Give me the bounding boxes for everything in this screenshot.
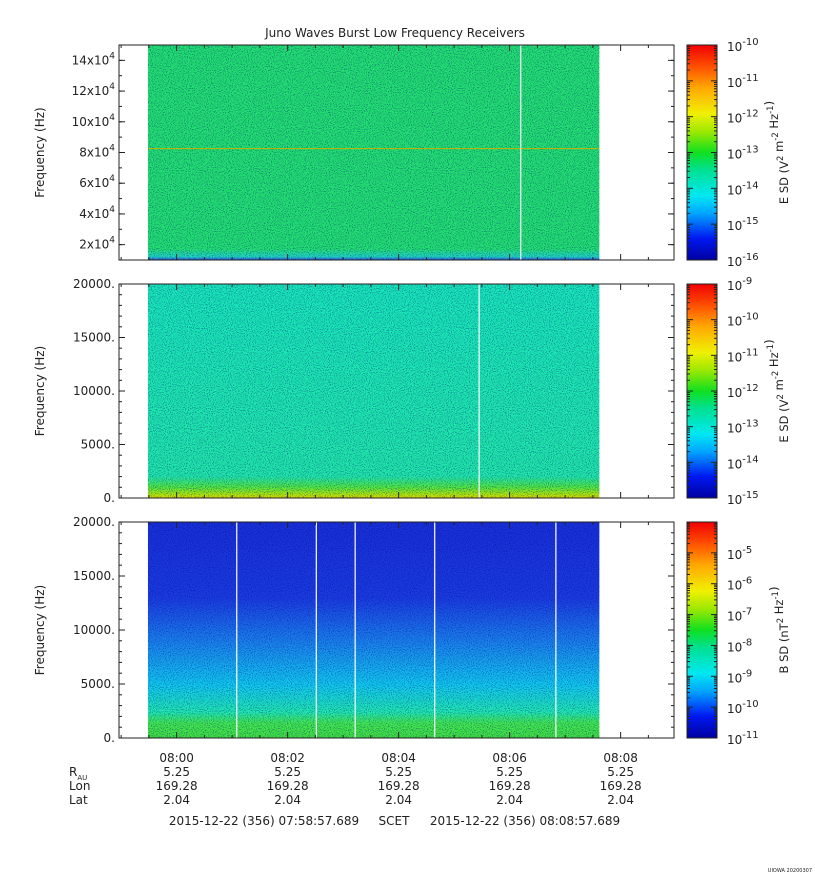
colorbar-tick-label: 10-15 [727, 216, 759, 233]
y-tick-label: 10000. [73, 623, 115, 637]
y-tick-label: 4x104 [79, 205, 115, 221]
spectrogram-speckle-1 [147, 45, 600, 260]
time-tick-label: 08:00 [159, 751, 194, 765]
y-tick-label: 5000. [81, 438, 115, 452]
ephemeris-value: 5.25 [385, 765, 412, 779]
colorbar-tick-label: 10-6 [727, 576, 752, 593]
colorbar-tick-label: 10-15 [727, 490, 759, 507]
ephemeris-value: 2.04 [607, 793, 634, 807]
y-tick-label: 10x104 [72, 113, 116, 129]
y-tick-label: 0. [104, 731, 115, 745]
y-tick-label: 8x104 [79, 144, 115, 160]
ephemeris-value: 169.28 [156, 779, 198, 793]
y-axis-label: Frequency (Hz) [33, 107, 47, 198]
colorbar-tick-label: 10-14 [727, 454, 759, 471]
colorbar-tick-label: 10-13 [727, 145, 759, 162]
colorbar-tick-label: 10-11 [727, 347, 759, 364]
colorbar-frame [686, 521, 718, 739]
y-axis-label: Frequency (Hz) [33, 585, 47, 676]
ephemeris-value: 2.04 [163, 793, 190, 807]
time-axis: 08:005.25169.282.0408:025.25169.282.0408… [69, 751, 642, 807]
ephemeris-value: 5.25 [496, 765, 523, 779]
colorbar-tick-label: 10-11 [727, 730, 759, 747]
y-tick-label: 15000. [73, 569, 115, 583]
ephemeris-value: 2.04 [496, 793, 523, 807]
ephemeris-label: Lon [69, 779, 90, 793]
colorbar-3 [687, 522, 717, 738]
chart-title: Juno Waves Burst Low Frequency Receivers [264, 26, 525, 40]
colorbar-tick-label: 10-10 [727, 312, 759, 329]
colorbar-tick-label: 10-5 [727, 545, 752, 562]
colorbar-label: E SD (V2 m-2 Hz-1) [762, 339, 791, 442]
spectrogram-panel-3: 0. 5000. 10000. 15000. 20000. Frequency (Hz) 1… [33, 515, 791, 747]
ephemeris-value: 169.28 [378, 779, 420, 793]
y-tick-label: 5000. [81, 677, 115, 691]
ephemeris-value: 5.25 [163, 765, 190, 779]
y-tick-label: 10000. [73, 384, 115, 398]
spectrogram-speckle-3 [147, 522, 600, 738]
ephemeris-value: 2.04 [385, 793, 412, 807]
footer-stamp: UIOWA 20200307 [767, 868, 812, 874]
time-tick-label: 08:06 [492, 751, 527, 765]
y-tick-label: 20000. [73, 277, 115, 291]
time-range-scet: SCET [379, 814, 411, 828]
y-tick-label: 2x104 [79, 236, 115, 252]
colorbar-tick-label: 10-10 [727, 699, 759, 716]
ephemeris-value: 169.28 [600, 779, 642, 793]
ephemeris-value: 169.28 [489, 779, 531, 793]
y-tick-label: 20000. [73, 515, 115, 529]
y-tick-label: 12x104 [72, 82, 116, 98]
colorbar-tick-label: 10-8 [727, 637, 752, 654]
colorbar-tick-label: 10-9 [727, 276, 752, 293]
colorbar-tick-label: 10-12 [727, 383, 759, 400]
time-tick-label: 08:04 [381, 751, 416, 765]
time-tick-label: 08:08 [603, 751, 638, 765]
colorbar-tick-label: 10-9 [727, 668, 752, 685]
colorbar-tick-label: 10-16 [727, 252, 759, 269]
colorbar-tick-label: 10-10 [727, 37, 759, 54]
colorbar-tick-label: 10-7 [727, 607, 752, 624]
y-axis-label: Frequency (Hz) [33, 346, 47, 437]
panels: 2x104 4x104 6x104 8x104 10x104 12x104 14x104 Fr… [33, 37, 791, 747]
y-tick-label: 14x104 [72, 51, 116, 67]
ephemeris-value: 2.04 [274, 793, 301, 807]
time-tick-label: 08:02 [270, 751, 305, 765]
ephemeris-label: Lat [69, 793, 88, 807]
colorbar-label: E SD (V2 m-2 Hz-1) [762, 101, 791, 204]
colorbar-tick-label: 10-14 [727, 180, 759, 197]
y-tick-label: 0. [104, 491, 115, 505]
colorbar-tick-label: 10-12 [727, 109, 759, 126]
colorbar-tick-label: 10-11 [727, 73, 759, 90]
colorbar-label: B SD (nT2 Hz-1) [767, 587, 791, 674]
time-range-end: 2015-12-22 (356) 08:08:57.689 [430, 814, 620, 828]
ephemeris-label: RAU [69, 765, 87, 782]
ephemeris-value: 5.25 [274, 765, 301, 779]
y-tick-label: 15000. [73, 331, 115, 345]
colorbar-tick-label: 10-13 [727, 419, 759, 436]
y-tick-label: 6x104 [79, 174, 115, 190]
spectrogram-panel-1: 2x104 4x104 6x104 8x104 10x104 12x104 14x104 Fr… [33, 37, 791, 269]
ephemeris-value: 5.25 [607, 765, 634, 779]
ephemeris-value: 169.28 [267, 779, 309, 793]
spectrogram-speckle-2 [147, 284, 600, 498]
time-range-start: 2015-12-22 (356) 07:58:57.689 [169, 814, 359, 828]
spectrogram-panel-2: 0. 5000. 10000. 15000. 20000. Frequency (Hz) 1… [33, 276, 791, 507]
